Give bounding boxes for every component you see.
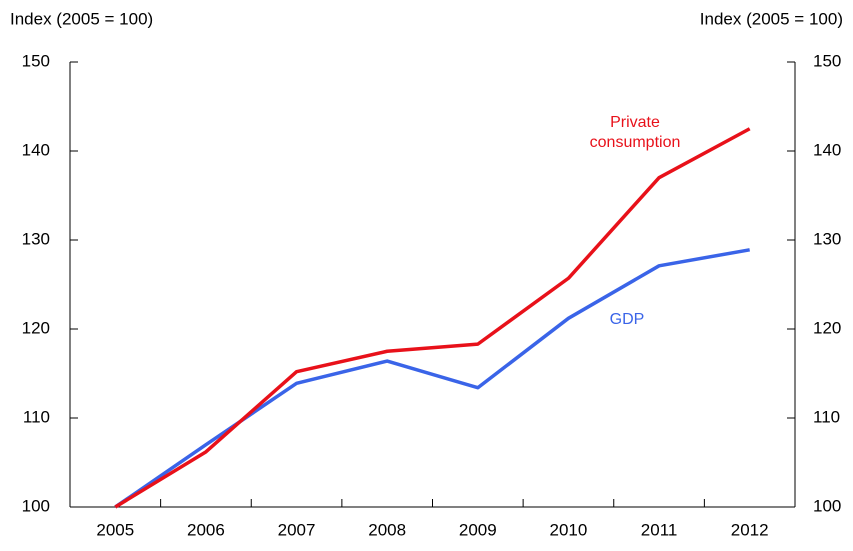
y-tick-label: 120 bbox=[22, 318, 50, 337]
y-tick-label: 140 bbox=[22, 140, 50, 159]
x-tick-label: 2007 bbox=[278, 520, 316, 539]
y-tick-label: 130 bbox=[22, 229, 50, 248]
y2-tick-label: 140 bbox=[813, 140, 841, 159]
series-line bbox=[114, 127, 751, 509]
x-tick-label: 2009 bbox=[459, 520, 497, 539]
x-tick-label: 2008 bbox=[368, 520, 406, 539]
series-line bbox=[114, 248, 750, 509]
y2-axis-label: Index (2005 = 100) bbox=[700, 9, 843, 28]
y-tick-label: 100 bbox=[22, 496, 50, 515]
series-label: GDP bbox=[609, 311, 645, 328]
y2-tick-label: 150 bbox=[813, 51, 841, 70]
series-label: Private consumption bbox=[589, 114, 681, 151]
x-tick-label: 2010 bbox=[550, 520, 588, 539]
y-axis-label: Index (2005 = 100) bbox=[10, 9, 153, 28]
y-tick-label: 110 bbox=[23, 407, 50, 426]
y2-tick-label: 110 bbox=[813, 407, 840, 426]
y-tick-label: 150 bbox=[22, 51, 50, 70]
x-tick-label: 2011 bbox=[641, 520, 678, 539]
x-tick-label: 2012 bbox=[731, 520, 769, 539]
y2-tick-label: 130 bbox=[813, 229, 841, 248]
x-tick-label: 2005 bbox=[96, 520, 134, 539]
y2-tick-label: 120 bbox=[813, 318, 841, 337]
x-tick-label: 2006 bbox=[187, 520, 225, 539]
y2-tick-label: 100 bbox=[813, 496, 841, 515]
